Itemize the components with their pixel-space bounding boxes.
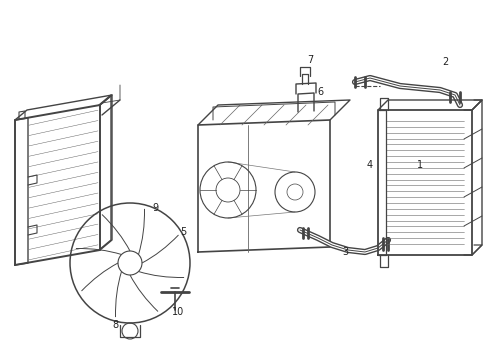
Text: 5: 5 [180, 227, 186, 237]
Text: 4: 4 [367, 160, 373, 170]
Text: 10: 10 [172, 307, 184, 317]
Text: 7: 7 [307, 55, 313, 65]
Text: 2: 2 [442, 57, 448, 67]
Text: 6: 6 [317, 87, 323, 97]
Text: 3: 3 [342, 247, 348, 257]
Text: 1: 1 [417, 160, 423, 170]
Text: 8: 8 [112, 320, 118, 330]
Text: 9: 9 [152, 203, 158, 213]
